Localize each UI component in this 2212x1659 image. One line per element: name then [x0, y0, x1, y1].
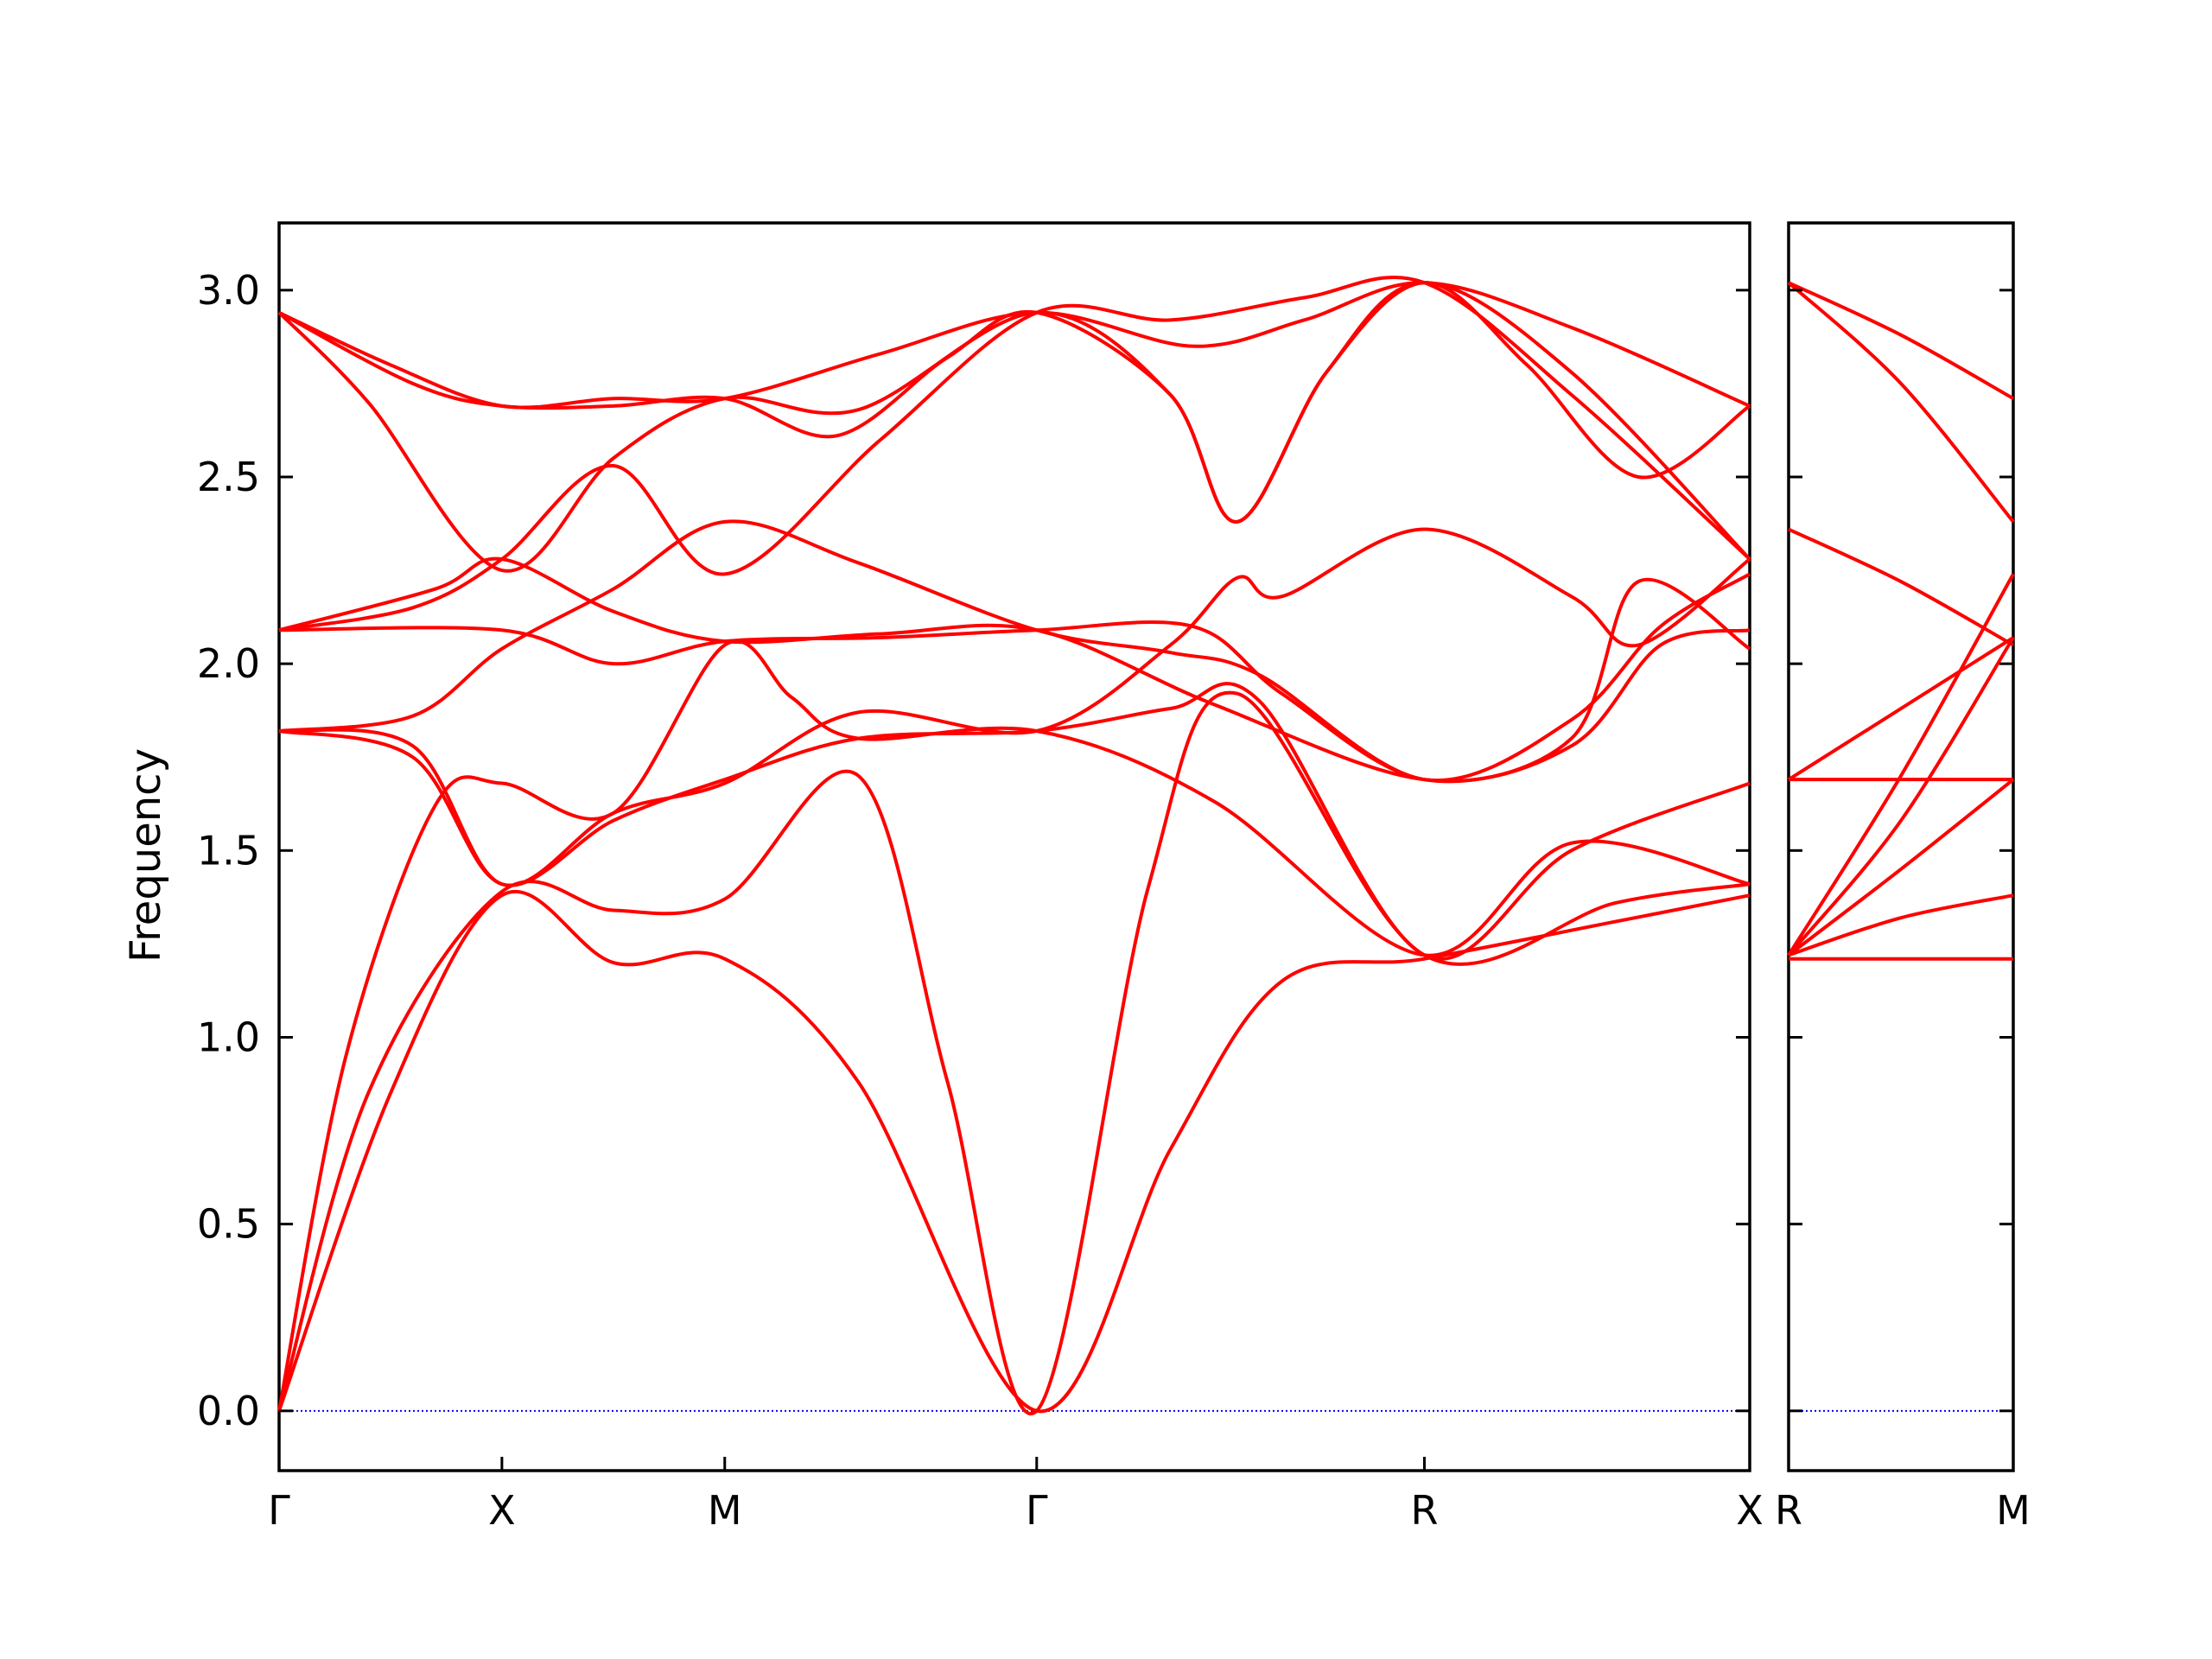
band-line-right-2 [1787, 281, 2015, 524]
band-line-main-1 [278, 281, 1751, 410]
main-band-lines [277, 275, 1751, 1415]
band-line-right-1 [1788, 281, 2014, 400]
y-axis-label: Frequency [122, 748, 170, 963]
band-line-main-6 [278, 577, 1751, 784]
right-y-ticks [1789, 289, 2013, 1413]
band-line-right-6 [1787, 573, 2015, 957]
x-tick-label: X [1736, 1487, 1764, 1534]
band-line-main-3 [277, 281, 1751, 573]
x-tick-label: Γ [268, 1487, 290, 1534]
y-tick-label: 1.0 [197, 1014, 260, 1060]
x-tick-label: M [1996, 1487, 2031, 1534]
x-tick-label: Γ [1026, 1487, 1048, 1534]
y-tick-label: 0.0 [197, 1388, 260, 1434]
y-tick-label: 2.5 [197, 454, 260, 500]
y-tick-label: 0.5 [197, 1201, 260, 1248]
main-panel-frame [277, 221, 1751, 1472]
y-tick-label: 2.0 [197, 640, 260, 687]
band-line-right-7 [1787, 636, 2015, 957]
y-axis-ticks: 0.0 0.5 1.0 1.5 2.0 2.5 3.0 [197, 267, 1750, 1434]
band-line-main-11 [277, 690, 1751, 1415]
band-line-main-10 [277, 639, 1751, 1412]
band-line-right-3 [1788, 527, 2014, 647]
y-tick-label: 3.0 [197, 267, 260, 314]
right-band-lines [1787, 281, 2015, 961]
y-tick-label: 1.5 [197, 827, 260, 874]
right-panel-frame [1787, 221, 2015, 1472]
x-tick-label: M [708, 1487, 742, 1534]
band-line-main-5 [278, 556, 1751, 783]
main-panel: 0.0 0.5 1.0 1.5 2.0 2.5 3.0 Γ X M Γ R X [197, 221, 1764, 1534]
band-line-main-4 [278, 275, 1751, 632]
band-line-right-9 [1788, 893, 2014, 957]
band-line-main-8 [278, 527, 1751, 887]
x-tick-label: X [488, 1487, 516, 1534]
band-line-main-2 [278, 281, 1751, 524]
x-tick-label: R [1775, 1487, 1802, 1534]
band-line-main-7 [278, 519, 1751, 783]
band-line-main-9 [278, 682, 1751, 961]
band-line-main-12 [277, 889, 1751, 1413]
band-line-right-4 [1787, 636, 2015, 781]
x-tick-label: R [1411, 1487, 1439, 1534]
band-line-right-8 [1787, 778, 2015, 957]
